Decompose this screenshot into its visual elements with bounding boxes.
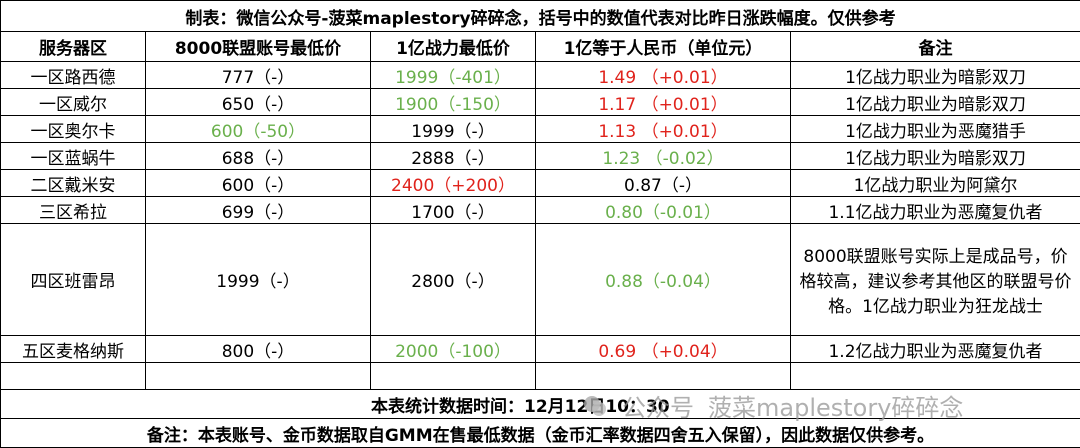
value-cell: 1亿战力职业为暗影双刀 <box>791 62 1080 89</box>
header-cell: 1亿等于人民币（单位元） <box>536 32 791 62</box>
empty-cell <box>371 363 536 390</box>
value-cell: 1亿战力职业为阿黛尔 <box>791 170 1080 197</box>
value-cell: 2888（-） <box>371 143 536 170</box>
value-cell: 1700（-） <box>371 197 536 224</box>
value-cell: 1999（-） <box>146 224 371 336</box>
watermark: 公众号 菠菜maplestory碎碎念 <box>582 388 963 423</box>
watermark-label: 公众号 <box>622 388 694 423</box>
value-cell: 1亿战力职业为暗影双刀 <box>791 143 1080 170</box>
server-cell: 一区威尔 <box>1 89 146 116</box>
value-cell: 1.1亿战力职业为恶魔复仇者 <box>791 197 1080 224</box>
header-cell: 服务器区 <box>1 32 146 62</box>
empty-cell <box>536 363 791 390</box>
value-cell: 0.69 （+0.04） <box>536 336 791 363</box>
value-cell: 777（-） <box>146 62 371 89</box>
server-cell: 一区路西德 <box>1 62 146 89</box>
value-cell: 1.13 （+0.01） <box>536 116 791 143</box>
server-cell: 二区戴米安 <box>1 170 146 197</box>
value-cell: 1.17 （+0.01） <box>536 89 791 116</box>
value-cell: 1900（-150） <box>371 89 536 116</box>
header-cell: 备注 <box>791 32 1080 62</box>
value-cell: 1999（-） <box>371 116 536 143</box>
value-cell: 8000联盟账号实际上是成品号，价格较高，建议参考其他区的联盟号价格。1亿战力职… <box>791 224 1080 336</box>
title: 制表：微信公众号-菠菜maplestory碎碎念，括号中的数值代表对比昨日涨跌幅… <box>1 1 1080 32</box>
value-cell: 699（-） <box>146 197 371 224</box>
value-cell: 2000（-100） <box>371 336 536 363</box>
empty-cell <box>791 363 1080 390</box>
value-cell: 2400（+200） <box>371 170 536 197</box>
value-cell: 1.2亿战力职业为恶魔复仇者 <box>791 336 1080 363</box>
value-cell: 0.80（-0.01） <box>536 197 791 224</box>
header-cell: 8000联盟账号最低价 <box>146 32 371 62</box>
value-cell: 1亿战力职业为暗影双刀 <box>791 89 1080 116</box>
server-cell: 一区蓝蜗牛 <box>1 143 146 170</box>
value-cell: 650（-） <box>146 89 371 116</box>
value-cell: 2800（-） <box>371 224 536 336</box>
value-cell: 1亿战力职业为恶魔猎手 <box>791 116 1080 143</box>
server-cell: 一区奥尔卡 <box>1 116 146 143</box>
watermark-name: 菠菜maplestory碎碎念 <box>708 388 963 423</box>
empty-cell <box>146 363 371 390</box>
value-cell: 600（-） <box>146 170 371 197</box>
value-cell: 1.23 （-0.02） <box>536 143 791 170</box>
value-cell: 800（-） <box>146 336 371 363</box>
value-cell: 1999（-401） <box>371 62 536 89</box>
value-cell: 600（-50） <box>146 116 371 143</box>
header-cell: 1亿战力最低价 <box>371 32 536 62</box>
value-cell: 1.49 （+0.01） <box>536 62 791 89</box>
empty-cell <box>1 363 146 390</box>
value-cell: 688（-） <box>146 143 371 170</box>
server-cell: 三区希拉 <box>1 197 146 224</box>
value-cell: 0.87（-） <box>536 170 791 197</box>
empty-row <box>1 363 1080 390</box>
watermark-icon <box>582 393 608 419</box>
value-cell: 0.88（-0.04） <box>536 224 791 336</box>
server-cell: 四区班雷昂 <box>1 224 146 336</box>
server-cell: 五区麦格纳斯 <box>1 336 146 363</box>
